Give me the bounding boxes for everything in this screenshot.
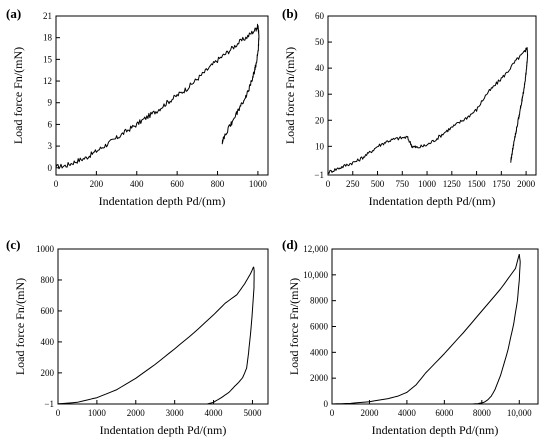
x-tick-label: 1000	[249, 179, 268, 189]
panel-label: (c)	[6, 237, 20, 252]
y-tick-label: 600	[41, 306, 55, 316]
y-tick-label: 20	[315, 115, 325, 125]
y-tick-label: 0	[324, 399, 329, 409]
y-tick-label: 6000	[310, 322, 329, 332]
plot-frame	[331, 248, 539, 405]
y-tick-label: 3	[48, 141, 53, 151]
x-tick-label: 10,000	[507, 408, 532, 418]
y-tick-label: 18	[43, 33, 53, 43]
chart-panel: (d) 0 2000 4000 6000 8000 10,000 0 2000 4000 6000 8…	[282, 237, 539, 437]
x-tick-label: 400	[130, 179, 144, 189]
y-tick-label: 800	[41, 275, 55, 285]
y-tick-label: 10	[315, 141, 325, 151]
x-axis-title: Indentation depth Pd/(nm)	[99, 194, 226, 208]
y-tick-label: 30	[315, 89, 325, 99]
y-tick-label: 6	[48, 119, 53, 129]
x-tick-label: 0	[330, 408, 335, 418]
plot-frame	[327, 15, 537, 176]
x-tick-label: 3000	[166, 408, 185, 418]
loading-curve	[55, 23, 259, 170]
unloading-curve	[472, 254, 521, 405]
y-tick-label: 50	[315, 37, 325, 47]
x-tick-label: 600	[170, 179, 184, 189]
y-tick-label: −1	[314, 170, 324, 180]
loading-curve	[57, 266, 255, 405]
chart-panel: (c) 0 1000 2000 3000 4000 5000 −1 200 400 600 800 10…	[6, 237, 269, 437]
chart-panel: (b) 0 250 500 750 1000 1250 1500 1750 2000 −1 10 20 3…	[282, 6, 537, 208]
x-tick-label: 1000	[88, 408, 107, 418]
y-tick-label: 10,000	[303, 270, 328, 280]
x-tick-label: 1250	[443, 179, 462, 189]
y-tick-label: 9	[48, 98, 53, 108]
x-tick-label: 4000	[205, 408, 224, 418]
x-tick-label: 1000	[418, 179, 437, 189]
plot-frame	[57, 248, 269, 405]
x-tick-label: 4000	[398, 408, 417, 418]
x-axis-title: Indentation depth Pd/(nm)	[369, 194, 496, 208]
y-tick-label: 400	[41, 337, 55, 347]
unloading-curve	[221, 25, 260, 145]
x-tick-label: 2000	[517, 179, 536, 189]
y-tick-label: 0	[48, 163, 53, 173]
x-tick-label: 250	[346, 179, 360, 189]
x-tick-label: 750	[396, 179, 410, 189]
x-tick-label: 800	[211, 179, 225, 189]
y-tick-label: 12	[43, 76, 52, 86]
x-tick-label: 6000	[435, 408, 454, 418]
x-tick-label: 200	[90, 179, 104, 189]
panel-label: (b)	[282, 6, 298, 21]
y-tick-label: −1	[44, 399, 54, 409]
y-axis-title: Load force Fn/(mN)	[283, 47, 297, 144]
x-tick-label: 2000	[127, 408, 146, 418]
y-tick-label: 1000	[36, 244, 55, 254]
y-tick-label: 2000	[310, 373, 329, 383]
y-tick-label: 4000	[310, 347, 329, 357]
x-tick-label: 2000	[360, 408, 379, 418]
y-tick-label: 15	[43, 54, 53, 64]
x-tick-label: 0	[326, 179, 331, 189]
loading-curve	[331, 254, 520, 405]
y-tick-label: 12,000	[303, 244, 328, 254]
y-tick-label: 60	[315, 11, 325, 21]
y-axis-title: Load force Fn/(mN)	[13, 278, 27, 375]
x-axis-title: Indentation depth Pd/(nm)	[100, 423, 227, 437]
x-tick-label: 1500	[468, 179, 487, 189]
chart-panel: (a) 0 200 400 600 800 1000 0 3 6 9 12 15 18 21 Indentat…	[6, 6, 269, 208]
x-tick-label: 5000	[243, 408, 262, 418]
unloading-curve	[207, 266, 255, 405]
loading-curve	[327, 47, 528, 174]
x-tick-label: 1750	[492, 179, 511, 189]
x-tick-label: 8000	[473, 408, 492, 418]
x-axis-title: Indentation depth Pd/(nm)	[372, 423, 499, 437]
panel-label: (d)	[282, 237, 298, 252]
unloading-curve	[510, 47, 529, 163]
y-tick-label: 8000	[310, 296, 329, 306]
panel-label: (a)	[6, 6, 21, 21]
y-tick-label: 21	[43, 11, 52, 21]
y-tick-label: 200	[41, 368, 55, 378]
y-tick-label: 40	[315, 63, 325, 73]
y-axis-title: Load force Fn/(mN)	[11, 47, 25, 144]
x-tick-label: 0	[56, 408, 61, 418]
x-tick-label: 0	[54, 179, 59, 189]
plot-frame	[55, 15, 269, 176]
x-tick-label: 500	[371, 179, 385, 189]
y-axis-title: Load force Fn/(mN)	[287, 278, 301, 375]
